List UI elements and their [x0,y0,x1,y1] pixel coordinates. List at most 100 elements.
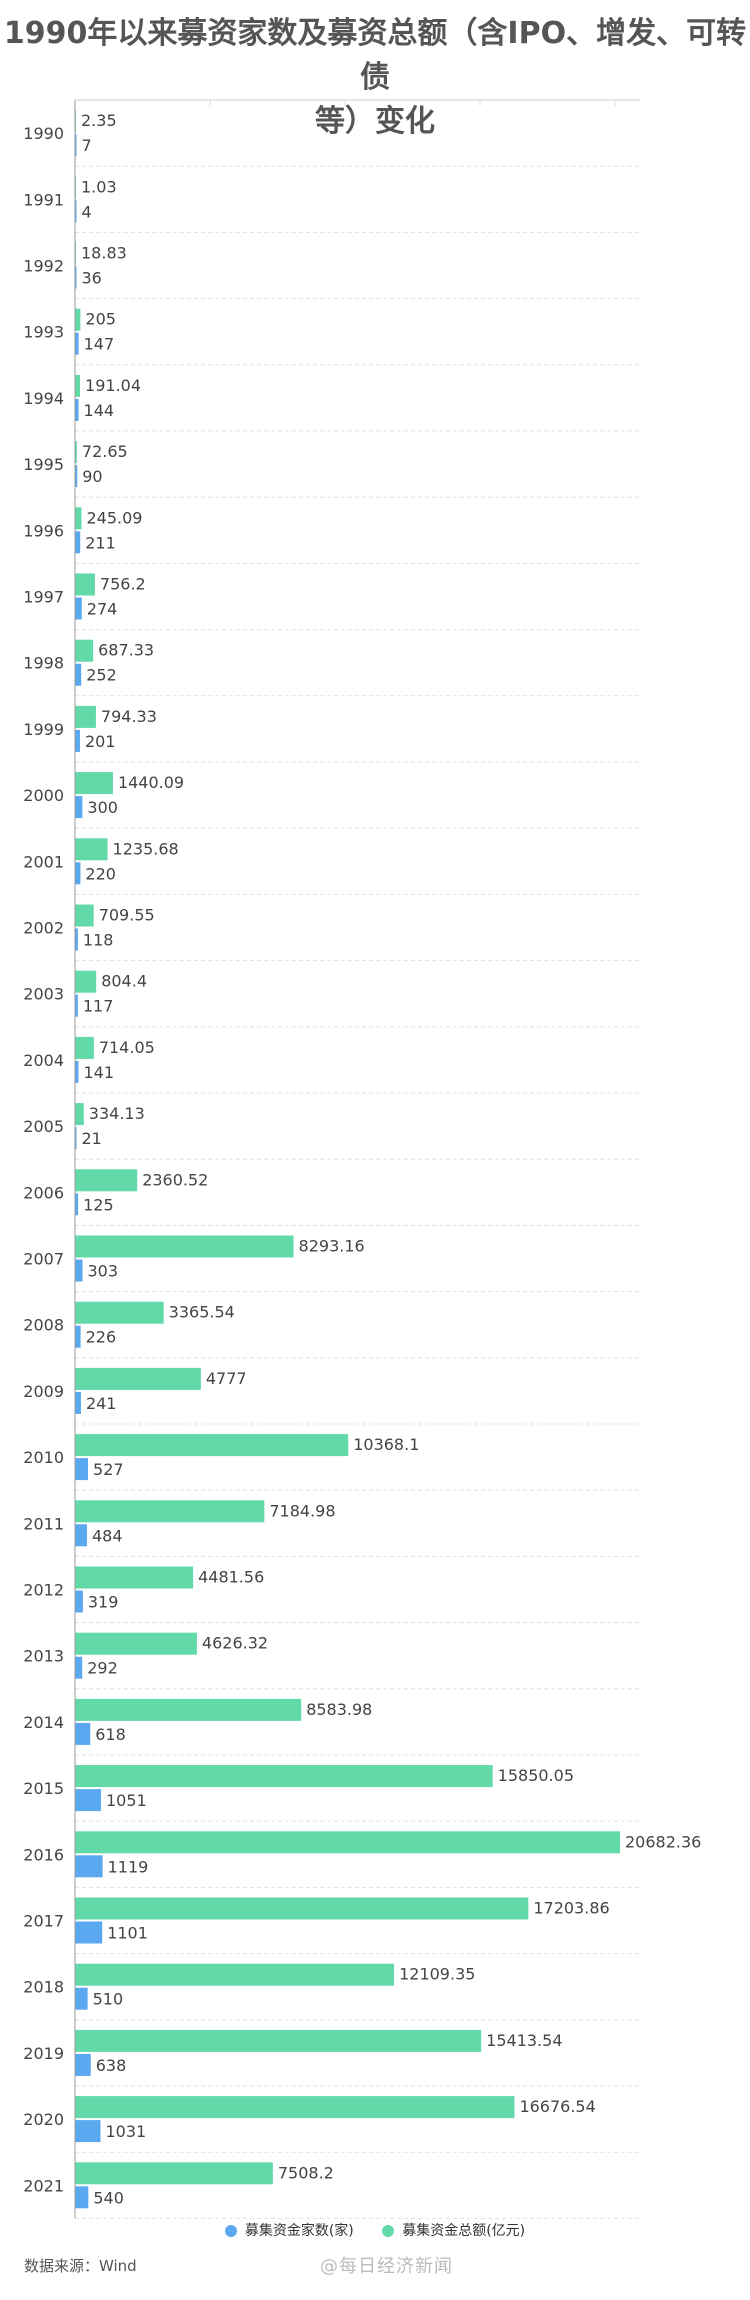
y-tick-label: 2007 [23,1250,64,1269]
bar-amount [75,1831,620,1854]
bar-count [75,1193,79,1216]
legend-label-amount: 募集资金总额(亿元) [402,2223,526,2239]
data-label-amount: 334.13 [89,1104,145,1123]
data-label-count: 21 [82,1129,102,1148]
data-label-amount: 15850.05 [498,1766,574,1785]
y-tick-label: 2020 [23,2110,64,2129]
bar-amount [75,1301,164,1324]
bar-amount [75,639,94,662]
bar-count [75,200,77,223]
legend-item-amount: 募集资金总额(亿元) [382,2220,525,2240]
bar-count [75,1325,81,1348]
data-label-amount: 8583.98 [306,1700,372,1719]
bar-amount [75,1897,529,1920]
y-tick-label: 2012 [23,1581,64,1600]
data-label-count: 141 [83,1063,114,1082]
y-tick-label: 2004 [23,1051,64,1070]
data-label-amount: 1440.09 [118,773,184,792]
y-tick-label: 2013 [23,1647,64,1666]
bar-count [75,1987,88,2010]
data-label-amount: 714.05 [99,1038,155,1057]
bar-count [75,1590,83,1613]
data-label-amount: 245.09 [86,508,142,527]
bar-amount [75,2029,482,2052]
bar-count [75,597,82,620]
data-label-amount: 4626.32 [202,1634,268,1653]
bar-amount [75,2162,273,2185]
bar-count [75,1391,81,1414]
bar-count [75,1921,103,1944]
data-source-note: 数据来源：Wind [24,2257,137,2275]
data-label-amount: 18.83 [81,244,127,263]
bar-count [75,2120,101,2143]
data-label-count: 618 [95,1725,126,1744]
data-label-count: 1051 [106,1791,147,1810]
y-tick-label: 1991 [23,190,64,209]
bar-count [75,531,81,554]
bar-amount [75,1963,395,1986]
bar-amount [75,308,81,331]
bar-count [75,1855,103,1878]
data-label-amount: 7184.98 [269,1501,335,1520]
data-label-amount: 20682.36 [625,1832,701,1851]
bar-amount [75,772,113,795]
y-tick-label: 2019 [23,2044,64,2063]
y-tick-label: 2015 [23,1779,64,1798]
bar-count [75,1524,87,1547]
bar-count [75,1656,83,1679]
data-label-count: 1101 [107,1924,148,1943]
data-label-count: 125 [83,1195,114,1214]
data-label-count: 147 [84,335,115,354]
data-label-count: 201 [85,732,116,751]
data-label-count: 90 [82,467,102,486]
bar-count [75,862,81,885]
bar-amount [75,1632,197,1655]
bar-count [75,1722,91,1745]
bar-amount [75,1169,138,1192]
data-label-amount: 72.65 [82,442,128,461]
y-tick-label: 2002 [23,919,64,938]
data-label-amount: 709.55 [99,906,155,925]
data-label-amount: 2360.52 [142,1170,208,1189]
data-label-amount: 15413.54 [486,2031,562,2050]
data-label-count: 1119 [108,1857,149,1876]
legend-dot-count [224,2225,237,2237]
data-label-amount: 794.33 [101,707,157,726]
y-tick-label: 2008 [23,1316,64,1335]
bar-count [75,796,83,819]
bar-amount [75,1367,201,1390]
y-tick-label: 2016 [23,1845,64,1864]
data-label-count: 252 [86,666,117,685]
bar-count [75,1789,101,1812]
data-label-amount: 205 [85,310,116,329]
bar-amount [75,1103,84,1126]
data-label-amount: 8293.16 [299,1237,365,1256]
y-tick-label: 2010 [23,1448,64,1467]
chart-title-line-2: 等）变化 [315,104,435,139]
data-label-count: 510 [93,1990,124,2009]
data-label-count: 1031 [105,2122,146,2141]
legend: 募集资金家数(家) 募集资金总额(亿元) [0,2220,750,2240]
data-label-amount: 7508.2 [278,2163,334,2182]
y-tick-label: 1990 [23,124,64,143]
bar-amount [75,374,81,397]
data-label-count: 274 [87,600,118,619]
y-tick-label: 2003 [23,985,64,1004]
data-label-count: 300 [87,798,118,817]
bar-count [75,928,78,951]
watermark: @每日经济新闻 [320,2256,453,2277]
legend-dot-amount [382,2225,395,2237]
y-tick-label: 2005 [23,1117,64,1136]
data-label-count: 241 [86,1394,117,1413]
data-label-count: 144 [84,401,115,420]
data-label-count: 7 [82,136,92,155]
data-label-amount: 1235.68 [113,839,179,858]
chart-title: 1990年以来募资家数及募资总额（含IPO、增发、可转债 等）变化 [0,12,750,144]
y-tick-label: 2014 [23,1713,64,1732]
data-label-count: 4 [82,202,92,221]
y-tick-label: 2011 [23,1514,64,1533]
bar-amount [75,904,94,927]
data-label-amount: 17203.86 [533,1899,609,1918]
y-tick-label: 2000 [23,786,64,805]
